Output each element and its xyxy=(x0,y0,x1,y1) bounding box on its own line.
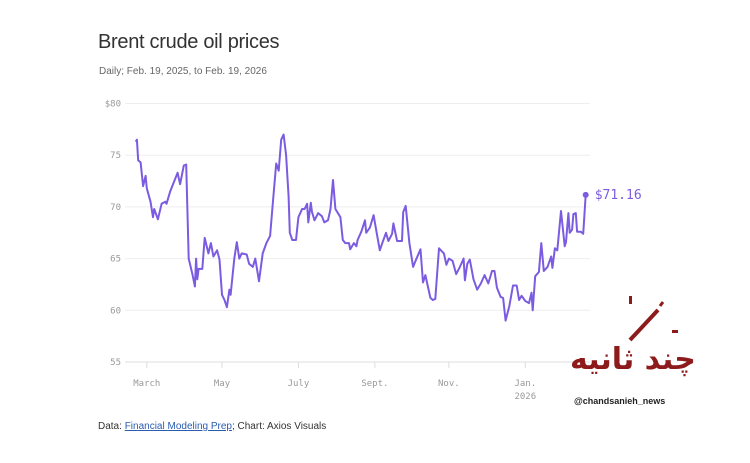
y-tick-label: $80 xyxy=(105,100,121,110)
x-tick-label: May xyxy=(214,379,231,389)
source-link[interactable]: Financial Modeling Prep xyxy=(124,421,232,432)
x-tick-label: Sept. xyxy=(361,379,388,389)
x-tick-label: Nov. xyxy=(438,379,460,389)
y-tick-label: 75 xyxy=(110,151,121,161)
watermark-logo: چند ثانیه @chandsanieh_news xyxy=(560,290,700,415)
footer-suffix: ; Chart: Axios Visuals xyxy=(231,421,327,432)
watermark-handle: @chandsanieh_news xyxy=(574,396,666,406)
price-line xyxy=(134,133,587,322)
y-tick-label: 60 xyxy=(110,306,121,316)
end-value-label: $71.16 xyxy=(595,188,642,203)
end-point-marker xyxy=(582,191,589,198)
y-tick-label: 70 xyxy=(110,203,121,213)
y-tick-label: 65 xyxy=(110,255,121,265)
x-tick-label: March xyxy=(133,379,160,389)
footer-prefix: Data: xyxy=(98,421,125,432)
clock-hand-icon xyxy=(628,296,678,342)
source-footer: Data: Financial Modeling Prep; Chart: Ax… xyxy=(98,421,326,432)
chart-subtitle: Daily; Feb. 19, 2025, to Feb. 19, 2026 xyxy=(99,66,267,77)
y-tick-label: 55 xyxy=(110,358,121,368)
watermark-text: چند ثانیه xyxy=(570,342,696,377)
x-tick-label: Jan. xyxy=(514,379,536,389)
x-tick-sublabel: 2026 xyxy=(514,392,536,402)
x-tick-label: July xyxy=(288,379,310,389)
chart-title: Brent crude oil prices xyxy=(98,31,280,53)
